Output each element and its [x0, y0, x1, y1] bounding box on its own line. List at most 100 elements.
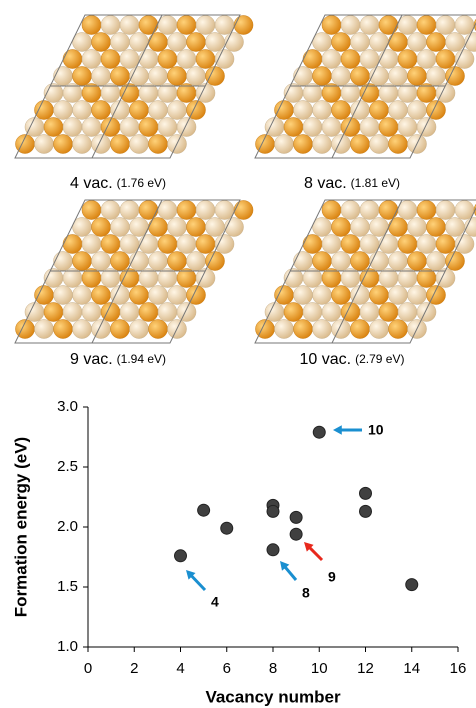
x-tick-label: 2 [130, 660, 138, 677]
atom [139, 16, 158, 35]
atom [73, 101, 92, 120]
atom [92, 33, 111, 52]
atom [341, 50, 360, 69]
atom [360, 50, 379, 69]
atom [389, 320, 408, 339]
atom [265, 118, 284, 137]
atom [455, 201, 474, 220]
data-point [267, 505, 279, 517]
atom [92, 320, 111, 339]
data-point [221, 522, 233, 534]
atom [158, 50, 177, 69]
atom [303, 50, 322, 69]
atom [63, 235, 82, 254]
atom [322, 235, 341, 254]
atom [436, 201, 455, 220]
annotation-arrow [186, 570, 205, 590]
atom [44, 118, 63, 137]
lattice [15, 200, 253, 343]
atom [332, 218, 351, 237]
atom [120, 16, 139, 35]
x-tick-label: 4 [176, 660, 184, 677]
atom [187, 286, 206, 305]
atom [332, 135, 351, 154]
atom [294, 135, 313, 154]
atom [168, 67, 187, 86]
atom [332, 101, 351, 120]
atom [82, 201, 101, 220]
caption-label: 8 vac. [304, 175, 347, 192]
atom [408, 33, 427, 52]
atom [187, 67, 206, 86]
atom [206, 67, 225, 86]
atom [341, 201, 360, 220]
atom [177, 118, 196, 137]
atom [168, 218, 187, 237]
atom [139, 50, 158, 69]
atom [389, 33, 408, 52]
atom [427, 218, 446, 237]
atom [149, 67, 168, 86]
caption-energy: (2.79 eV) [355, 352, 404, 366]
atom [158, 118, 177, 137]
data-point [290, 528, 302, 540]
atom [427, 286, 446, 305]
atom [101, 201, 120, 220]
atom [215, 235, 234, 254]
atom [275, 135, 294, 154]
atom [455, 16, 474, 35]
atom [389, 67, 408, 86]
atom [168, 252, 187, 271]
arrow-shaft [190, 574, 205, 590]
atom [351, 67, 370, 86]
atom [101, 235, 120, 254]
atom [408, 286, 427, 305]
atom [417, 16, 436, 35]
atom [101, 50, 120, 69]
atom [54, 101, 73, 120]
atom [206, 33, 225, 52]
atom [25, 118, 44, 137]
atom [82, 50, 101, 69]
atom [92, 101, 111, 120]
atom [149, 101, 168, 120]
atom [73, 135, 92, 154]
x-tick-label: 10 [311, 660, 328, 677]
x-tick-label: 14 [403, 660, 420, 677]
y-tick-label: 2.5 [57, 458, 78, 475]
atom [313, 101, 332, 120]
atom [455, 235, 474, 254]
atom [215, 50, 234, 69]
atom [63, 118, 82, 137]
atom [398, 118, 417, 137]
atom [54, 320, 73, 339]
atom [130, 320, 149, 339]
atom [417, 50, 436, 69]
atom [436, 16, 455, 35]
atom [168, 286, 187, 305]
atom [215, 16, 234, 35]
atom [82, 118, 101, 137]
atom [73, 252, 92, 271]
annotation-label: 4 [211, 594, 219, 610]
atom [196, 16, 215, 35]
arrow-head [333, 425, 342, 435]
atom [177, 50, 196, 69]
annotation-label: 10 [368, 422, 384, 438]
annotation-arrow [280, 561, 296, 580]
atom [82, 16, 101, 35]
atom [54, 67, 73, 86]
atom [275, 286, 294, 305]
atom [187, 252, 206, 271]
atom [120, 201, 139, 220]
atom [187, 33, 206, 52]
atom [54, 135, 73, 154]
atom [206, 218, 225, 237]
atom [427, 33, 446, 52]
atom [322, 303, 341, 322]
atom [294, 101, 313, 120]
atom [408, 218, 427, 237]
atom [313, 67, 332, 86]
atom [427, 67, 446, 86]
atom [168, 33, 187, 52]
